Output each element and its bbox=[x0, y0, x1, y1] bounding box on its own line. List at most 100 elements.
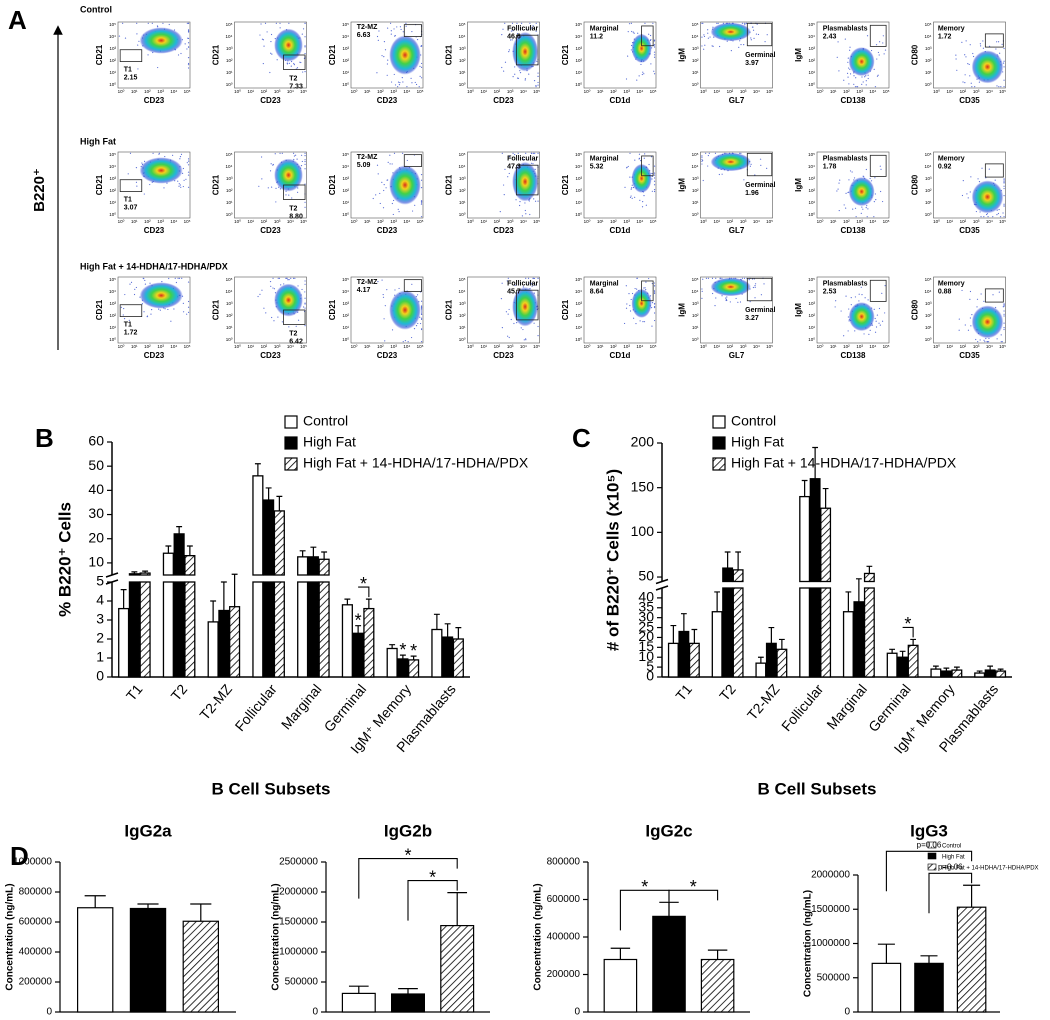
flow-x-tick-label: 10¹ bbox=[364, 89, 371, 94]
event-dot bbox=[843, 335, 845, 337]
event-dot bbox=[721, 295, 723, 297]
event-dot bbox=[304, 52, 306, 55]
event-dot bbox=[512, 76, 514, 78]
event-dot bbox=[880, 168, 882, 170]
gate bbox=[119, 304, 143, 318]
flow-y-tick-label: 10² bbox=[575, 188, 582, 193]
flow-x-tick-label: 10⁴ bbox=[636, 344, 643, 349]
gate-value: 5.32 bbox=[590, 163, 604, 170]
event-dot bbox=[389, 163, 391, 165]
flow-x-tick-label: 10² bbox=[960, 219, 967, 224]
event-dot bbox=[179, 158, 181, 160]
event-dot bbox=[304, 206, 306, 208]
event-dot bbox=[175, 281, 178, 284]
gate bbox=[283, 54, 306, 70]
flow-y-tick-label: 10⁰ bbox=[109, 337, 116, 342]
bar bbox=[711, 611, 723, 678]
bar bbox=[207, 621, 219, 678]
event-dot bbox=[849, 68, 851, 70]
flow-y-label: IgM bbox=[678, 303, 687, 317]
event-dot bbox=[633, 32, 635, 34]
x-tick-label: Germinal bbox=[320, 681, 369, 735]
event-dot bbox=[263, 307, 265, 309]
event-dot bbox=[976, 306, 978, 308]
gate-name: Marginal bbox=[590, 25, 619, 32]
density-blob bbox=[139, 27, 183, 54]
event-dot bbox=[149, 183, 151, 186]
event-dot bbox=[878, 307, 881, 310]
bar bbox=[408, 659, 420, 678]
event-dot bbox=[501, 327, 503, 329]
flow-x-tick-label: 10² bbox=[960, 344, 967, 349]
flow-y-tick-label: 10⁴ bbox=[459, 289, 466, 294]
event-dot bbox=[884, 49, 887, 51]
event-dot bbox=[510, 318, 512, 321]
event-dot bbox=[628, 23, 631, 25]
event-dot bbox=[296, 191, 299, 193]
event-dot bbox=[631, 187, 633, 189]
event-dot bbox=[653, 190, 656, 193]
density-blob bbox=[512, 286, 539, 327]
flow-x-tick-label: 10⁴ bbox=[170, 344, 177, 349]
flow-x-tick-label: 10⁵ bbox=[999, 344, 1006, 349]
event-dot bbox=[738, 46, 740, 48]
event-dot bbox=[276, 59, 278, 61]
event-dot bbox=[998, 208, 1000, 211]
event-dot bbox=[645, 204, 647, 206]
event-dot bbox=[411, 82, 413, 84]
event-dot bbox=[967, 329, 970, 331]
y-tick-label: 1000000 bbox=[279, 947, 318, 958]
error-bar bbox=[963, 884, 981, 908]
flow-y-tick-label: 10³ bbox=[109, 46, 116, 51]
error-bar bbox=[176, 526, 183, 534]
gate bbox=[641, 155, 654, 177]
error-bar bbox=[680, 613, 687, 632]
event-dot bbox=[844, 38, 846, 40]
event-dot bbox=[537, 325, 539, 328]
flow-y-tick-label: 10² bbox=[808, 58, 815, 63]
y-axis-label: Concentration (ng/mL) bbox=[803, 890, 814, 997]
flow-y-label: CD21 bbox=[561, 44, 570, 65]
error-bar bbox=[398, 988, 418, 994]
event-dot bbox=[537, 84, 539, 86]
event-dot bbox=[729, 301, 731, 303]
event-dot bbox=[537, 277, 539, 279]
event-dot bbox=[183, 179, 185, 181]
flow-y-tick-label: 10⁴ bbox=[226, 289, 233, 294]
flow-x-tick-label: 10⁰ bbox=[584, 219, 591, 224]
event-dot bbox=[653, 306, 656, 309]
flow-y-tick-label: 10⁵ bbox=[342, 277, 349, 282]
y-tick-label: 1 bbox=[96, 649, 104, 665]
flow-y-tick-label: 10¹ bbox=[342, 70, 349, 75]
event-dot bbox=[177, 54, 180, 56]
bar bbox=[722, 567, 734, 583]
event-dot bbox=[270, 40, 272, 43]
flow-x-tick-label: 10¹ bbox=[946, 89, 953, 94]
error-bar bbox=[190, 903, 212, 922]
event-dot bbox=[147, 22, 149, 24]
event-dot bbox=[269, 280, 272, 283]
event-dot bbox=[420, 187, 423, 189]
event-dot bbox=[740, 43, 742, 46]
flow-y-tick-label: 10⁰ bbox=[342, 337, 349, 342]
event-dot bbox=[420, 77, 423, 79]
event-dot bbox=[396, 26, 398, 28]
event-dot bbox=[136, 22, 138, 24]
bar bbox=[820, 507, 832, 583]
event-dot bbox=[304, 303, 306, 305]
flow-y-label: IgM bbox=[794, 178, 803, 192]
event-dot bbox=[849, 73, 852, 75]
significance: * bbox=[641, 877, 648, 897]
gate-value: 2.53 bbox=[823, 288, 837, 295]
significance-bracket bbox=[902, 626, 914, 638]
event-dot bbox=[501, 152, 503, 154]
event-dot bbox=[851, 171, 853, 173]
event-dot bbox=[631, 184, 633, 186]
flow-x-tick-label: 10¹ bbox=[597, 344, 604, 349]
event-dot bbox=[503, 194, 505, 196]
flow-y-tick-label: 10¹ bbox=[459, 200, 466, 205]
event-dot bbox=[530, 152, 533, 154]
error-bar bbox=[399, 654, 406, 659]
flow-y-tick-label: 10⁵ bbox=[575, 277, 582, 282]
